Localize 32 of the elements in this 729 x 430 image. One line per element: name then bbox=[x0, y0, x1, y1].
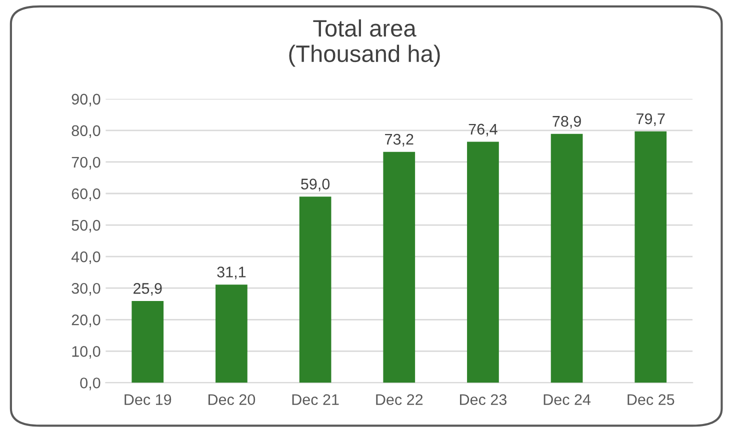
x-tick-label: Dec 19 bbox=[124, 394, 172, 406]
chart-title: Total area (Thousand ha) bbox=[289, 19, 440, 67]
data-label: 76,4 bbox=[468, 124, 498, 136]
x-tick-label: Dec 21 bbox=[292, 394, 339, 406]
bar bbox=[383, 152, 416, 383]
data-label: 59,0 bbox=[301, 178, 330, 192]
data-label: 78,9 bbox=[552, 116, 581, 129]
y-tick-label: 50,0 bbox=[72, 220, 100, 233]
y-tick-label: 80,0 bbox=[72, 125, 100, 138]
bar bbox=[132, 301, 164, 383]
bar bbox=[550, 134, 583, 383]
y-tick-label: 90,0 bbox=[72, 94, 100, 106]
bar bbox=[634, 131, 667, 383]
data-label: 79,7 bbox=[636, 113, 665, 126]
x-tick-label: Dec 24 bbox=[544, 394, 591, 406]
x-tick-label: Dec 20 bbox=[208, 394, 256, 406]
x-tick-label: Dec 23 bbox=[460, 394, 506, 406]
y-tick-label: 0,0 bbox=[80, 378, 100, 390]
y-tick-label: 60,0 bbox=[72, 188, 100, 201]
data-label: 73,2 bbox=[385, 134, 414, 146]
data-label: 31,1 bbox=[217, 266, 246, 280]
y-tick-label: 70,0 bbox=[72, 156, 100, 170]
x-tick-label: Dec 22 bbox=[376, 394, 423, 406]
bar bbox=[299, 196, 332, 383]
bar bbox=[216, 284, 248, 383]
data-label: 25,9 bbox=[134, 283, 162, 296]
y-tick-label: 10,0 bbox=[72, 346, 100, 359]
y-tick-label: 30,0 bbox=[72, 282, 100, 296]
bar bbox=[467, 142, 499, 383]
y-tick-label: 40,0 bbox=[71, 251, 100, 264]
x-tick-label: Dec 25 bbox=[628, 394, 674, 406]
y-tick-label: 20,0 bbox=[72, 314, 100, 328]
